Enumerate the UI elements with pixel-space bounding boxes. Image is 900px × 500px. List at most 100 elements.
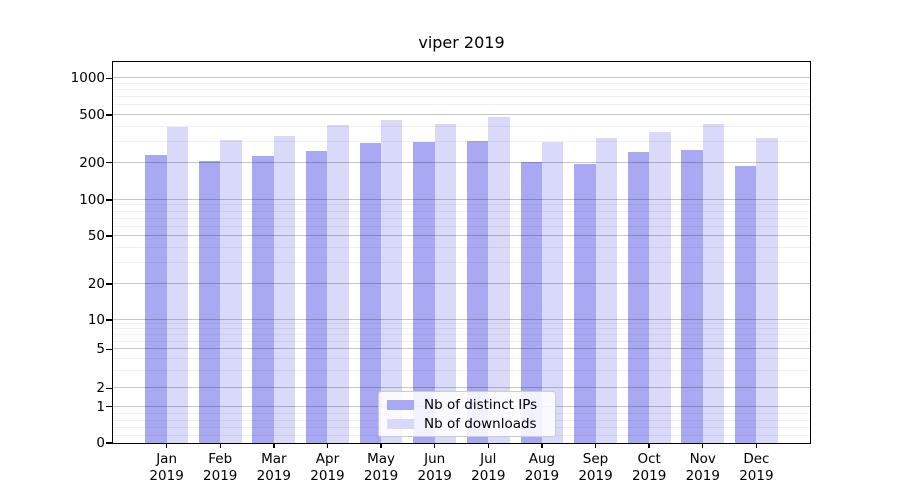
legend-swatch-downloads xyxy=(387,418,414,429)
y-tick-mark xyxy=(106,283,112,285)
gridline-major xyxy=(113,77,810,79)
bar-downloads xyxy=(541,142,564,443)
gridline-minor xyxy=(113,328,810,330)
gridline-minor xyxy=(113,140,810,142)
y-tick-label: 50 xyxy=(87,228,105,244)
x-tick-label: Mar 2019 xyxy=(256,451,292,484)
gridline-minor xyxy=(113,125,810,127)
bar-distinct-ips xyxy=(466,140,489,443)
x-tick-mark xyxy=(702,444,704,448)
gridline-minor xyxy=(113,225,810,227)
x-tick-mark xyxy=(487,444,489,448)
x-tick-mark xyxy=(648,444,650,448)
x-tick-mark xyxy=(273,444,275,448)
gridline-major xyxy=(113,199,810,200)
bar-distinct-ips xyxy=(681,150,703,443)
y-tick-mark xyxy=(106,319,112,321)
x-tick-mark xyxy=(380,444,382,448)
legend: Nb of distinct IPs Nb of downloads xyxy=(378,391,556,437)
gridline-minor xyxy=(113,96,810,98)
x-tick-mark xyxy=(433,444,436,448)
x-tick-label: Apr 2019 xyxy=(310,451,345,484)
x-tick-label: May 2019 xyxy=(363,451,399,484)
y-tick-mark xyxy=(106,348,112,350)
gridline-minor xyxy=(113,261,810,263)
y-tick-label: 0 xyxy=(96,435,105,451)
x-tick-label: Nov 2019 xyxy=(685,451,720,484)
gridline-minor xyxy=(113,82,810,84)
gridline-minor xyxy=(113,340,810,342)
y-tick-label: 1000 xyxy=(70,70,105,87)
bar-downloads xyxy=(220,139,242,443)
legend-item-distinct-ips: Nb of distinct IPs xyxy=(387,396,547,413)
gridline-major xyxy=(113,319,810,321)
x-tick-mark xyxy=(326,444,329,448)
x-tick-label: Jan 2019 xyxy=(149,451,184,484)
x-tick-label: Feb 2019 xyxy=(203,451,238,484)
x-tick-label: Jul 2019 xyxy=(471,451,506,484)
bar-distinct-ips xyxy=(306,151,328,443)
bar-distinct-ips xyxy=(359,143,382,443)
bar-downloads xyxy=(595,138,617,443)
bar-downloads xyxy=(649,132,671,443)
y-tick-mark xyxy=(106,405,112,408)
y-tick-mark xyxy=(106,235,112,237)
gridline-minor xyxy=(113,217,810,219)
x-tick-label: Oct 2019 xyxy=(631,451,667,484)
bar-distinct-ips xyxy=(198,161,221,443)
x-tick-mark xyxy=(219,444,221,448)
gridline-minor xyxy=(113,246,810,248)
y-tick-label: 100 xyxy=(79,191,105,208)
x-tick-mark xyxy=(755,444,758,448)
bar-downloads xyxy=(702,124,725,443)
legend-swatch-distinct-ips xyxy=(387,399,414,410)
gridline-major xyxy=(113,114,810,115)
gridline-minor xyxy=(113,334,810,336)
gridline-minor xyxy=(113,204,810,206)
y-tick-mark xyxy=(106,442,112,444)
gridline-major xyxy=(113,235,810,237)
y-tick-mark xyxy=(106,77,112,79)
x-tick-mark xyxy=(594,444,597,448)
y-tick-mark xyxy=(106,114,112,116)
legend-label-distinct-ips: Nb of distinct IPs xyxy=(424,396,538,413)
bar-downloads xyxy=(434,124,457,443)
bar-downloads xyxy=(166,127,188,443)
x-tick-mark xyxy=(165,444,168,448)
legend-item-downloads: Nb of downloads xyxy=(387,415,547,432)
bar-distinct-ips xyxy=(520,161,542,443)
plot-area xyxy=(113,62,810,443)
gridline-minor xyxy=(113,104,810,106)
gridline-minor xyxy=(113,89,810,91)
gridline-major xyxy=(113,283,810,285)
y-tick-label: 1 xyxy=(96,398,105,415)
x-tick-label: Jun 2019 xyxy=(417,451,452,484)
bar-downloads xyxy=(756,137,778,443)
x-tick-label: Sep 2019 xyxy=(578,451,613,484)
legend-label-downloads: Nb of downloads xyxy=(424,415,537,432)
gridline-minor xyxy=(113,357,810,359)
gridline-minor xyxy=(113,210,810,212)
bar-distinct-ips xyxy=(734,166,757,443)
x-tick-label: Dec 2019 xyxy=(739,451,774,484)
x-tick-label: Aug 2019 xyxy=(524,451,560,484)
bar-downloads xyxy=(488,116,510,443)
gridline-minor xyxy=(113,370,810,372)
bar-distinct-ips xyxy=(145,155,167,443)
y-tick-label: 20 xyxy=(87,276,105,292)
bar-distinct-ips xyxy=(252,155,274,443)
y-tick-mark xyxy=(106,161,112,164)
bar-distinct-ips xyxy=(574,163,596,443)
bar-downloads xyxy=(327,124,349,443)
y-tick-label: 2 xyxy=(96,380,105,397)
bar-downloads xyxy=(381,120,403,443)
x-tick-mark xyxy=(541,444,543,448)
gridline-minor xyxy=(113,323,810,325)
y-tick-mark xyxy=(106,199,112,201)
y-tick-mark xyxy=(106,387,112,389)
gridline-major xyxy=(113,348,810,350)
chart-title: viper 2019 xyxy=(418,33,505,52)
bar-distinct-ips xyxy=(627,151,650,443)
y-tick-label: 500 xyxy=(79,106,105,123)
